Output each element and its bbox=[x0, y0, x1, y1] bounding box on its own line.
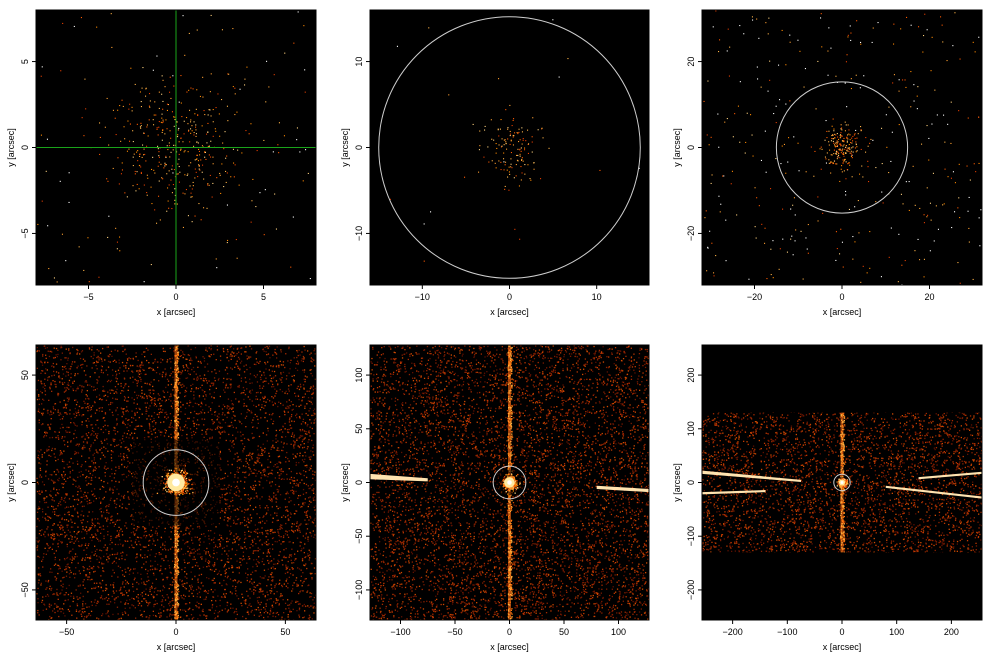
y-tick-label: −100 bbox=[354, 580, 364, 600]
y-tick-label: 10 bbox=[354, 57, 364, 67]
y-tick-label: 50 bbox=[354, 424, 364, 434]
y-axis-label: y [arcsec] bbox=[6, 128, 16, 167]
x-tick-label: 200 bbox=[944, 627, 959, 637]
y-axis-label: y [arcsec] bbox=[6, 463, 16, 502]
y-tick-label: 0 bbox=[20, 145, 30, 150]
x-tick-label: 0 bbox=[173, 292, 178, 302]
y-tick-label: 20 bbox=[686, 57, 696, 67]
extraction-circle bbox=[142, 449, 210, 516]
y-axis-label: y [arcsec] bbox=[340, 463, 350, 502]
x-tick-label: 50 bbox=[280, 627, 290, 637]
x-tick-label: −5 bbox=[83, 292, 93, 302]
extraction-circle bbox=[833, 473, 851, 492]
photon-map bbox=[703, 10, 982, 285]
x-tick-label: 100 bbox=[889, 627, 904, 637]
plot-area bbox=[702, 10, 982, 285]
photon-map bbox=[36, 345, 316, 620]
panel-top-left: −5 0 5 −5 0 5 x [arcsec] y [arcsec] bbox=[6, 9, 317, 317]
x-tick-label: 0 bbox=[839, 292, 844, 302]
y-tick-label: −200 bbox=[686, 580, 696, 600]
y-tick-label: 100 bbox=[686, 421, 696, 436]
x-tick-label: 10 bbox=[592, 292, 602, 302]
y-axis-label: y [arcsec] bbox=[672, 128, 682, 167]
x-tick-label: 50 bbox=[559, 627, 569, 637]
y-axis-label: y [arcsec] bbox=[340, 128, 350, 167]
y-tick-label: −20 bbox=[686, 226, 696, 241]
y-tick-label: 50 bbox=[20, 370, 30, 380]
y-tick-label: −100 bbox=[686, 526, 696, 546]
photon-map bbox=[389, 19, 640, 262]
photon-map bbox=[702, 345, 982, 620]
y-tick-label: 0 bbox=[20, 480, 30, 485]
x-tick-label: −200 bbox=[722, 627, 742, 637]
y-tick-label: 0 bbox=[686, 480, 696, 485]
panel-bottom-middle: −100 −50 0 50 100 −100 −50 0 50 100 x [arcsec] y [a… bbox=[340, 344, 650, 652]
x-tick-label: −100 bbox=[777, 627, 797, 637]
x-axis-label: x [arcsec] bbox=[490, 307, 529, 317]
x-axis-label: x [arcsec] bbox=[823, 642, 862, 652]
extraction-circle bbox=[378, 16, 641, 279]
y-tick-label: 0 bbox=[686, 145, 696, 150]
x-tick-label: 0 bbox=[507, 292, 512, 302]
photon-map bbox=[370, 345, 649, 620]
x-tick-label: 0 bbox=[839, 627, 844, 637]
y-tick-label: −50 bbox=[354, 529, 364, 544]
x-axis-label: x [arcsec] bbox=[157, 642, 196, 652]
y-tick-label: 200 bbox=[686, 368, 696, 383]
y-tick-label: 5 bbox=[20, 59, 30, 64]
x-axis-label: x [arcsec] bbox=[157, 307, 196, 317]
panel-bottom-left: −50 0 50 −50 0 50 x [arcsec] y [arcsec] bbox=[6, 344, 317, 652]
extraction-circle bbox=[775, 81, 909, 214]
y-tick-label: 0 bbox=[354, 145, 364, 150]
x-tick-label: −20 bbox=[747, 292, 762, 302]
y-tick-label: 100 bbox=[354, 368, 364, 383]
y-tick-label: −10 bbox=[354, 226, 364, 241]
x-axis-label: x [arcsec] bbox=[823, 307, 862, 317]
y-tick-label: −50 bbox=[20, 582, 30, 597]
x-axis-label: x [arcsec] bbox=[490, 642, 529, 652]
x-tick-label: 5 bbox=[261, 292, 266, 302]
x-tick-label: −50 bbox=[59, 627, 74, 637]
x-tick-label: 20 bbox=[924, 292, 934, 302]
x-tick-label: 0 bbox=[173, 627, 178, 637]
y-axis-label: y [arcsec] bbox=[672, 463, 682, 502]
x-tick-label: 100 bbox=[611, 627, 626, 637]
x-tick-label: 0 bbox=[507, 627, 512, 637]
extraction-circle bbox=[492, 465, 527, 500]
panel-top-middle: −10 0 10 −10 0 10 x [arcsec] y [arcsec] bbox=[340, 9, 650, 317]
x-tick-label: −50 bbox=[447, 627, 462, 637]
panel-bottom-right: −200 −100 0 100 200 −200 −100 0 100 200 x [arcsec]… bbox=[672, 344, 983, 652]
plot-area bbox=[370, 10, 649, 285]
panel-top-right: −20 0 20 −20 0 20 x [arcsec] y [arcsec] bbox=[672, 9, 983, 317]
y-tick-label: 0 bbox=[354, 480, 364, 485]
photon-map bbox=[37, 11, 311, 283]
y-tick-label: −5 bbox=[20, 228, 30, 238]
x-tick-label: −10 bbox=[415, 292, 430, 302]
x-tick-label: −100 bbox=[390, 627, 410, 637]
